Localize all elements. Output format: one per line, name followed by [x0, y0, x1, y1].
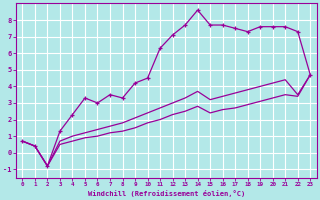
X-axis label: Windchill (Refroidissement éolien,°C): Windchill (Refroidissement éolien,°C) [88, 190, 245, 197]
